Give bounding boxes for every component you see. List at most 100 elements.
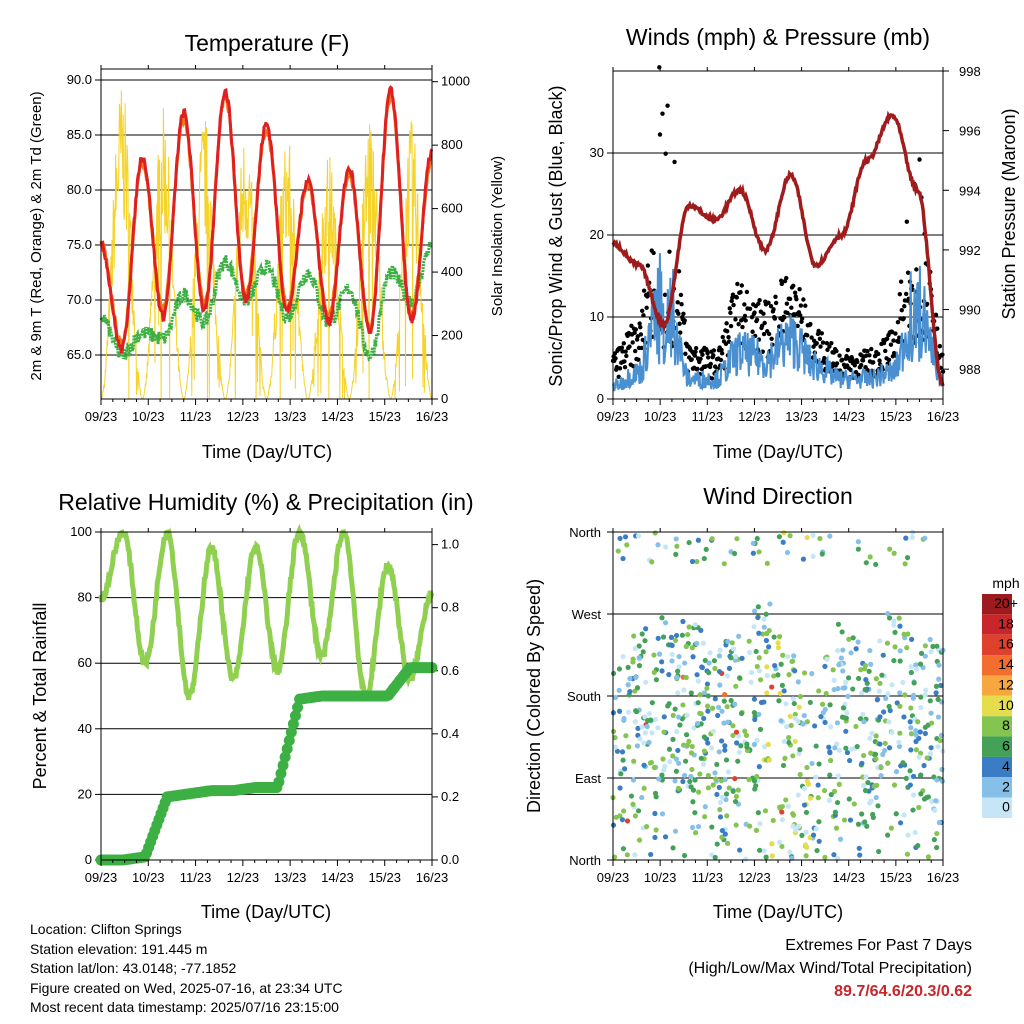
direction-xtick-label: 16/23 [927, 870, 960, 885]
gust-point [766, 300, 771, 306]
direction-point [897, 690, 903, 696]
direction-point [834, 741, 840, 747]
direction-point [907, 768, 913, 774]
humidity-xlabel: Time (Day/UTC) [201, 902, 331, 922]
direction-point [921, 762, 927, 769]
direction-point [933, 690, 939, 696]
direction-point [775, 672, 781, 678]
direction-point [754, 773, 760, 780]
extremes-heading: Extremes For Past 7 Days [785, 937, 972, 954]
direction-point [676, 760, 682, 766]
direction-point [922, 653, 928, 659]
direction-point [690, 654, 696, 660]
direction-point [928, 710, 934, 716]
humidity-xtick-label: 14/23 [321, 870, 354, 885]
direction-point [818, 713, 824, 720]
direction-point [706, 660, 712, 666]
direction-point [836, 747, 842, 753]
direction-point [618, 771, 624, 777]
direction-point [683, 643, 689, 650]
direction-point [652, 530, 658, 536]
legend-swatch [982, 736, 1012, 757]
direction-point [830, 667, 836, 673]
direction-point [792, 668, 798, 674]
gust-point [795, 323, 800, 329]
direction-point [730, 732, 736, 739]
gust-point [852, 363, 857, 368]
direction-point [688, 690, 694, 696]
direction-point [827, 533, 833, 539]
gust-point [719, 351, 725, 356]
direction-point [891, 550, 897, 556]
direction-point [717, 682, 723, 688]
direction-point [844, 710, 850, 716]
legend-label: 18 [998, 615, 1014, 631]
gust-point [693, 345, 699, 351]
temperature-ytick-label-right: 600 [441, 201, 463, 216]
gust-point [899, 307, 904, 313]
gust-point [738, 289, 743, 295]
gust-point [682, 318, 687, 323]
direction-point [822, 663, 828, 669]
gust-point [736, 321, 741, 327]
direction-point [862, 819, 868, 825]
direction-point [722, 743, 728, 749]
direction-point [705, 772, 711, 779]
direction-point [676, 664, 682, 670]
direction-point [648, 717, 654, 723]
gust-point [797, 286, 802, 292]
direction-point [696, 789, 702, 795]
direction-point [648, 759, 655, 766]
gust-point [801, 297, 806, 302]
gust-point [734, 295, 739, 300]
direction-point [936, 820, 942, 826]
direction-point [633, 709, 640, 715]
direction-point [680, 778, 686, 785]
direction-point [911, 792, 917, 798]
gust-point [893, 331, 898, 336]
gust-point [762, 320, 767, 326]
direction-point [716, 653, 723, 659]
direction-point [762, 808, 769, 814]
direction-point [649, 730, 655, 736]
direction-point [695, 823, 702, 830]
direction-point [868, 661, 874, 667]
direction-point [635, 808, 642, 814]
direction-ylabel-left: Direction (Colored By Speed) [524, 579, 544, 813]
direction-point [929, 798, 935, 805]
gust-point [613, 356, 618, 361]
gust-point [773, 300, 779, 306]
direction-point [701, 555, 707, 562]
gust-point [676, 311, 681, 316]
temperature-xtick-label: 09/23 [85, 409, 118, 424]
direction-point [921, 796, 928, 802]
direction-point [661, 714, 667, 720]
direction-point [804, 719, 811, 725]
direction-point [756, 630, 762, 636]
direction-point [836, 781, 842, 787]
winds-ytick-label-right: 994 [959, 183, 981, 198]
gust-point [662, 292, 668, 298]
direction-point [823, 690, 829, 697]
direction-point [909, 534, 915, 541]
gust-point [905, 270, 911, 275]
direction-point [879, 672, 885, 678]
direction-point [760, 631, 766, 637]
direction-point [843, 745, 849, 751]
direction-point [874, 697, 880, 703]
direction-point [738, 743, 744, 749]
gust-point [636, 357, 641, 362]
direction-point [692, 622, 698, 628]
direction-point [732, 775, 738, 782]
direction-point [880, 652, 886, 658]
gust-point [667, 249, 672, 254]
gust-point [731, 302, 736, 308]
direction-point [620, 757, 626, 763]
direction-point [707, 650, 713, 656]
gust-point [622, 365, 628, 370]
direction-point [653, 827, 659, 833]
direction-point [908, 669, 914, 676]
direction-point [835, 621, 842, 627]
direction-point [713, 776, 719, 782]
direction-point [816, 838, 822, 844]
